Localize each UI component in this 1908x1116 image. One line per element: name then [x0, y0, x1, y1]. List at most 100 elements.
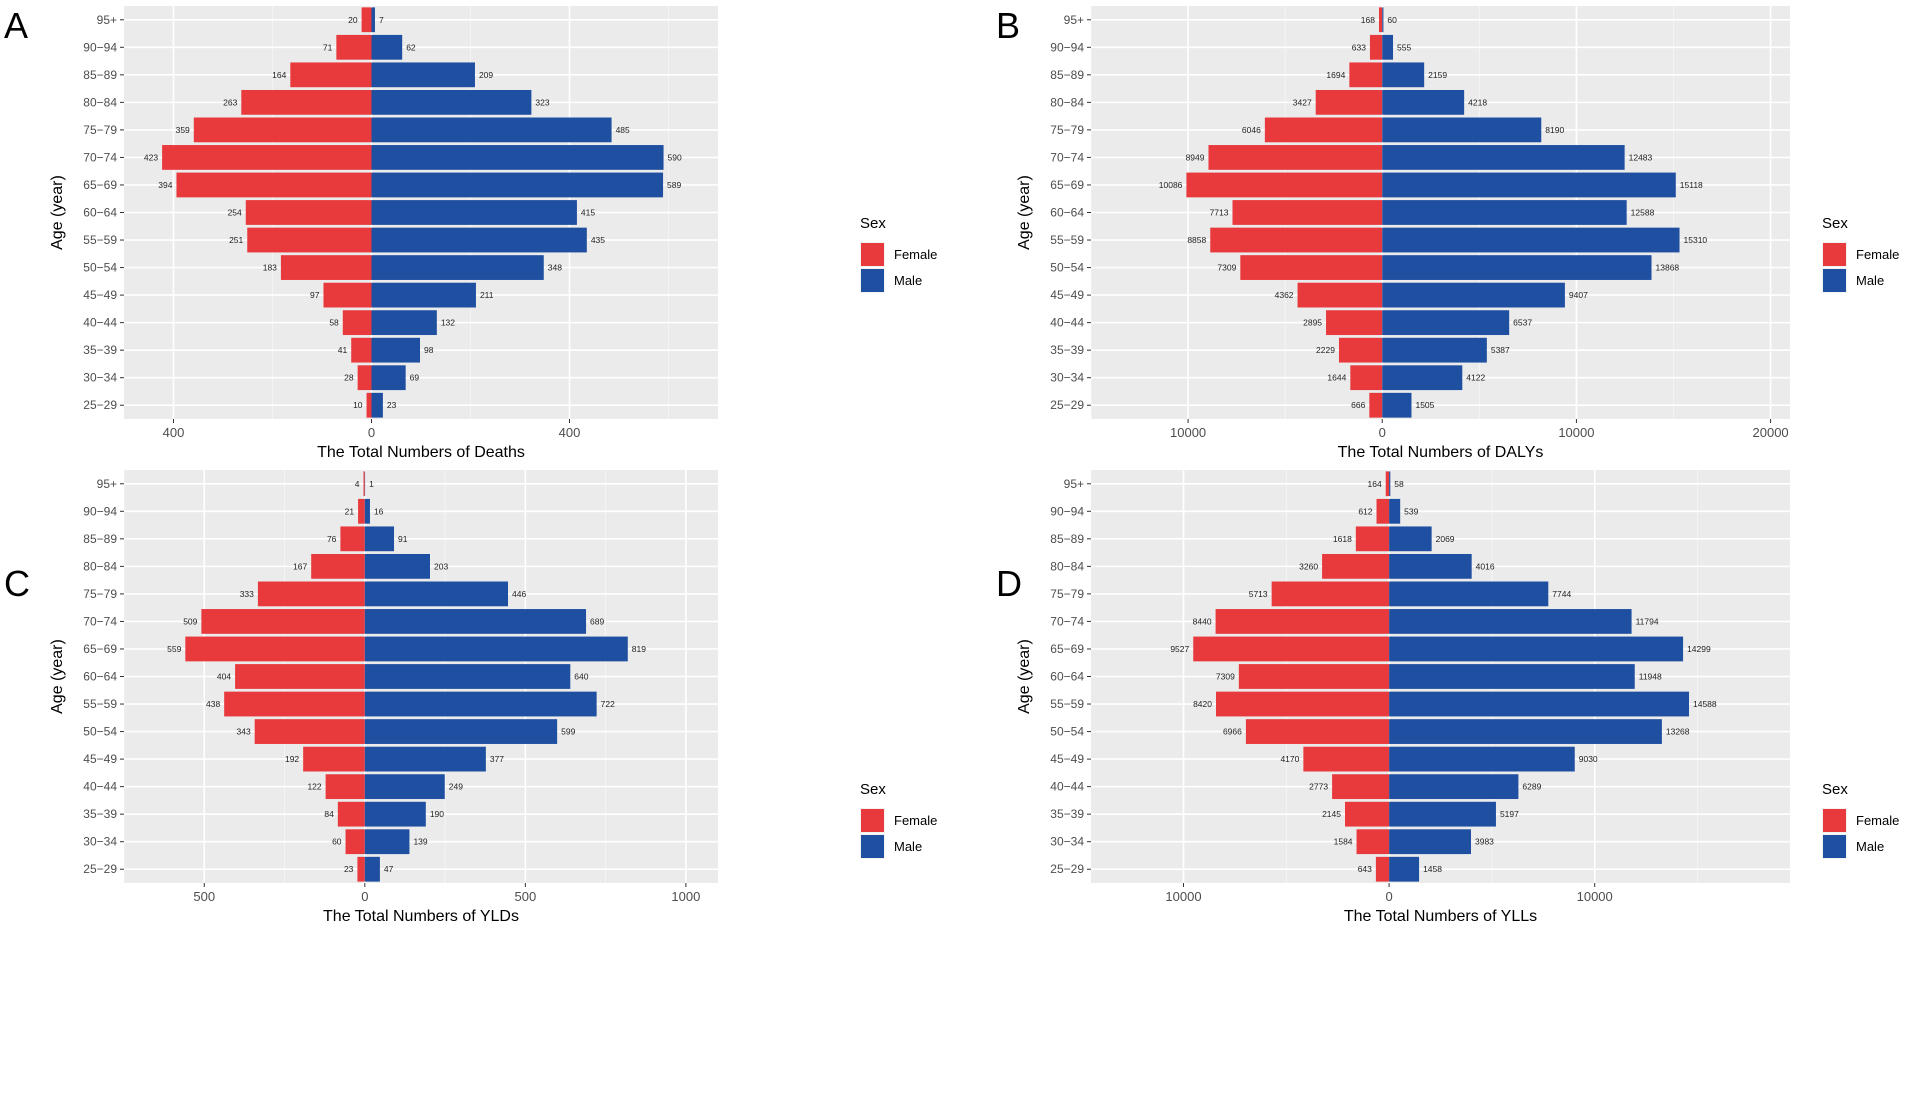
bar-female-55-59 — [1210, 227, 1383, 253]
bar-female-40-44 — [1332, 774, 1390, 800]
y-tick-label: 95+ — [97, 477, 117, 491]
data-label-male: 6289 — [1522, 782, 1541, 792]
legend-title: Sex — [1822, 215, 1848, 232]
data-label-female: 1584 — [1334, 837, 1353, 847]
y-tick-label: 65−69 — [1050, 178, 1084, 192]
y-tick-label: 85−89 — [1050, 532, 1084, 546]
bar-female-55-59 — [1215, 691, 1390, 717]
bar-male-55-59 — [364, 691, 597, 717]
data-label-male: 62 — [406, 42, 416, 52]
bar-female-95+ — [361, 7, 372, 33]
data-label-female: 1644 — [1327, 373, 1346, 383]
bar-male-50-54 — [1389, 719, 1662, 744]
data-label-female: 1694 — [1326, 70, 1345, 80]
y-tick-label: 80−84 — [1050, 95, 1084, 109]
data-label-female: 60 — [332, 837, 342, 847]
bar-female-80-84 — [311, 553, 365, 579]
y-tick-label: 30−34 — [1050, 835, 1084, 849]
bar-female-85-89 — [290, 62, 372, 88]
data-label-female: 666 — [1351, 400, 1365, 410]
y-tick-label: 55−59 — [83, 697, 117, 711]
y-tick-label: 50−54 — [1050, 261, 1084, 275]
data-label-male: 15310 — [1684, 235, 1708, 245]
bar-female-80-84 — [241, 89, 372, 115]
bar-male-50-54 — [371, 255, 544, 280]
data-label-female: 122 — [307, 782, 321, 792]
bar-female-45-49 — [1297, 282, 1383, 308]
data-label-female: 254 — [228, 208, 242, 218]
y-tick-label: 80−84 — [1050, 559, 1084, 573]
y-tick-label: 45−49 — [83, 288, 117, 302]
data-label-male: 348 — [548, 263, 562, 273]
y-tick-label: 40−44 — [1050, 316, 1084, 330]
legend: Sex Female Male — [860, 215, 937, 293]
panel-letter: C — [4, 563, 30, 604]
y-tick-label: 60−64 — [1050, 206, 1084, 220]
legend-label-male: Male — [894, 839, 922, 854]
bar-male-85-89 — [371, 62, 475, 88]
bar-male-40-44 — [364, 774, 445, 800]
legend-label-male: Male — [1856, 839, 1884, 854]
bar-female-40-44 — [1326, 310, 1383, 336]
data-label-female: 423 — [144, 152, 158, 162]
data-label-male: 5197 — [1500, 809, 1519, 819]
data-label-male: 12483 — [1629, 152, 1653, 162]
bar-female-80-84 — [1322, 553, 1390, 579]
data-label-female: 1618 — [1333, 534, 1352, 544]
bar-female-65-69 — [185, 636, 365, 662]
y-tick-label: 85−89 — [83, 532, 117, 546]
bar-male-40-44 — [1382, 310, 1510, 336]
bar-female-40-44 — [325, 774, 365, 800]
bar-male-70-74 — [1389, 609, 1632, 634]
bar-male-80-84 — [1382, 89, 1465, 115]
y-tick-label: 40−44 — [83, 780, 117, 794]
bar-male-65-69 — [1382, 172, 1676, 198]
bar-male-25-29 — [371, 392, 383, 418]
bar-male-35-39 — [371, 337, 421, 363]
y-tick-label: 70−74 — [1050, 150, 1084, 164]
bar-female-60-64 — [1232, 200, 1383, 225]
panel-a: A 10 23 25−29 28 69 30−34 41 98 35−39 58 132 40−44 97… — [4, 5, 937, 461]
data-label-male: 91 — [398, 534, 408, 544]
data-label-female: 2773 — [1309, 782, 1328, 792]
bar-female-75-79 — [1264, 117, 1383, 143]
bar-male-55-59 — [1389, 691, 1690, 717]
bar-male-40-44 — [1389, 774, 1519, 800]
y-tick-label: 70−74 — [83, 614, 117, 628]
data-label-female: 612 — [1358, 506, 1372, 516]
data-label-female: 58 — [329, 318, 339, 328]
data-label-male: 446 — [512, 589, 526, 599]
x-tick-label: 1000 — [671, 889, 700, 904]
bar-male-30-34 — [1389, 829, 1471, 855]
data-label-male: 209 — [479, 70, 493, 80]
y-tick-label: 45−49 — [83, 752, 117, 766]
data-label-male: 249 — [449, 782, 463, 792]
data-label-female: 4362 — [1275, 290, 1294, 300]
bar-male-55-59 — [1382, 227, 1680, 253]
bar-female-95+ — [363, 471, 365, 497]
bar-female-90-94 — [1376, 498, 1390, 524]
bar-female-60-64 — [235, 664, 365, 689]
bar-male-45-49 — [1382, 282, 1565, 308]
bar-male-30-34 — [364, 829, 410, 855]
y-tick-label: 70−74 — [83, 150, 117, 164]
bar-female-70-74 — [1208, 145, 1383, 170]
bar-male-60-64 — [1389, 664, 1635, 689]
data-label-female: 6966 — [1223, 727, 1242, 737]
data-label-female: 7713 — [1210, 208, 1229, 218]
panel-letter: B — [996, 5, 1020, 46]
legend-swatch-male — [861, 835, 884, 858]
y-tick-label: 55−59 — [1050, 233, 1084, 247]
bar-female-65-69 — [1193, 636, 1390, 662]
data-label-female: 5713 — [1249, 589, 1268, 599]
data-label-male: 640 — [574, 672, 588, 682]
legend-label-male: Male — [1856, 273, 1884, 288]
y-tick-label: 30−34 — [1050, 371, 1084, 385]
panel-b: B 666 1505 25−29 1644 4122 30−34 2229 5387 35−39 2… — [996, 5, 1899, 461]
data-label-male: 60 — [1387, 15, 1397, 25]
data-label-male: 190 — [430, 809, 444, 819]
data-label-male: 2069 — [1436, 534, 1455, 544]
legend-label-female: Female — [894, 813, 937, 828]
data-label-male: 11794 — [1636, 616, 1659, 626]
bar-female-75-79 — [257, 581, 365, 607]
